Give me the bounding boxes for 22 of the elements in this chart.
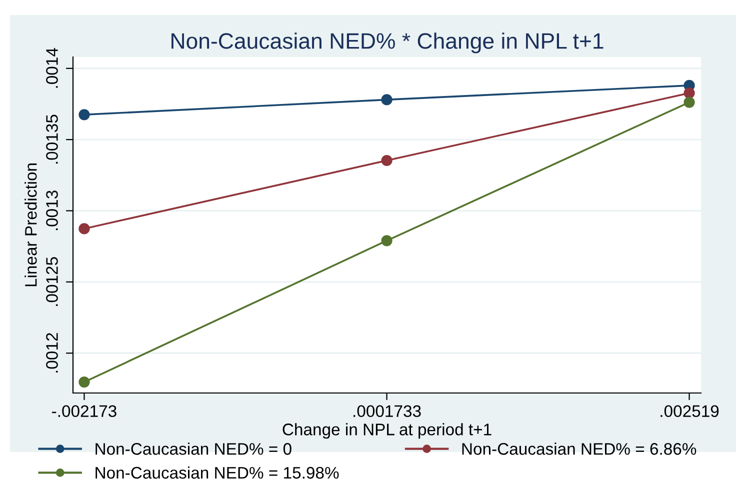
chart-title: Non-Caucasian NED% * Change in NPL t+1 [172, 32, 604, 54]
y-tick-label: .0014 [46, 48, 58, 88]
y-tick-label: .00125 [46, 257, 58, 306]
y-tick-label: .0013 [46, 190, 58, 230]
point [78, 109, 90, 120]
x-tick-label: .0001733 [354, 405, 421, 418]
x-tick-label: .002519 [660, 405, 719, 418]
legend-label: Non-Caucasian NED% = 15.98% [96, 466, 339, 479]
point [381, 154, 392, 166]
point [78, 376, 90, 388]
point [684, 96, 695, 108]
x-axis-title: Change in NPL at period t+1 [282, 423, 492, 439]
legend-label: Non-Caucasian NED% = 0 [96, 442, 292, 455]
point [78, 223, 90, 234]
point [381, 94, 392, 106]
point [684, 87, 695, 99]
y-axis-title: Linear Prediction [24, 164, 37, 286]
x-tick-label: -.002173 [52, 405, 116, 418]
y-tick-label: .00135 [46, 114, 58, 164]
y-tick-label: .0012 [46, 333, 58, 372]
point [381, 235, 392, 246]
legend-label: Non-Caucasian NED% = 6.86% [462, 442, 696, 455]
